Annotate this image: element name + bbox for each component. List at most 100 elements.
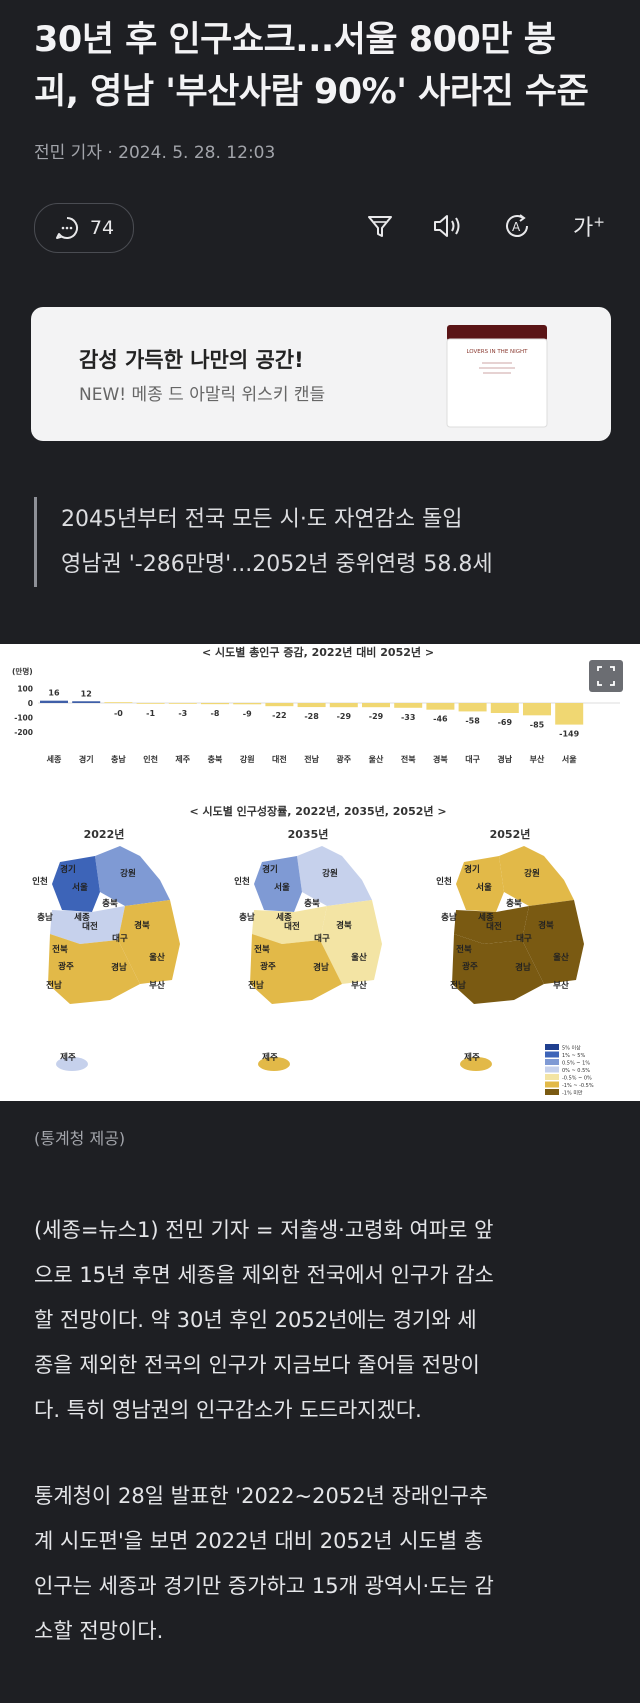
legend-swatch [545, 1074, 559, 1080]
bar-category-label: 제주 [175, 754, 190, 764]
map-region-label: 울산 [351, 952, 367, 963]
body-line: 소할 전망이다. [34, 1619, 164, 1643]
bar-value-label: -58 [465, 716, 480, 725]
map-region-label: 대구 [314, 933, 330, 944]
map-region-label: 경남 [313, 962, 329, 973]
map-region-label: 대구 [112, 933, 128, 944]
translate-button[interactable]: A [497, 206, 537, 246]
bar [523, 703, 551, 716]
font-size-label: 가 [573, 216, 594, 241]
map-region-label: 충남 [441, 912, 457, 923]
filter-icon [368, 216, 392, 237]
bar-category-label: 울산 [369, 754, 384, 764]
legend-label: -1% ~ -0.5% [562, 1083, 594, 1089]
legend-label: 1% ~ 5% [562, 1053, 585, 1059]
map-region-label: 대전 [82, 921, 98, 932]
map-region-label: 전남 [248, 980, 264, 991]
subheadline-line-2: 영남권 '-286만명'...2052년 중위연령 58.8세 [61, 552, 493, 577]
map-region-label: 대전 [486, 921, 502, 932]
region-chungcheong [454, 906, 529, 944]
map-region-label: 광주 [462, 961, 478, 972]
region-capital [254, 856, 302, 912]
region-gyeongsang [320, 900, 382, 984]
y-tick-label: -200 [14, 728, 33, 737]
ad-subtitle: NEW! 메종 드 아말릭 위스키 캔들 [79, 385, 326, 405]
comment-count: 74 [89, 217, 115, 239]
comment-button[interactable]: 74 [34, 203, 134, 253]
map-region-label: 서울 [274, 882, 290, 893]
bar-chart-title: < 시도별 총인구 증감, 2022년 대비 2052년 > [202, 645, 434, 659]
map-region-label: 충북 [304, 898, 320, 909]
bar-category-label: 세종 [47, 754, 62, 764]
bar-category-label: 경기 [79, 754, 94, 764]
bar-value-label: -9 [243, 709, 252, 718]
bar [329, 703, 358, 708]
bar-series: 16 세종 12 경기 -0 충남 -1 인천 -3 제주 -8 충북 -9 강원 -22 대전 -28 전남 -2… [40, 689, 584, 764]
bar-category-label: 부산 [530, 754, 545, 764]
body-paragraph-1: (세종=뉴스1) 전민 기자 = 저출생·고령화 여파로 앞 으로 15년 후면… [34, 1208, 619, 1433]
body-line: 인구는 세종과 경기만 증가하고 15개 광역시·도는 감 [34, 1574, 494, 1598]
body-line: 종을 제외한 전국의 인구가 지금보다 줄어들 전망이 [34, 1353, 480, 1377]
article-figure[interactable]: < 시도별 총인구 증감, 2022년 대비 2052년 > (만명) 100 0… [0, 644, 640, 1101]
body-line: 다. 특히 영남권의 인구감소가 도드라지겠다. [34, 1398, 422, 1422]
translate-icon: A [506, 214, 528, 237]
region-north [95, 846, 170, 906]
map-region-label: 경북 [538, 920, 554, 931]
bar-category-label: 서울 [562, 754, 577, 764]
y-tick-label: 100 [17, 685, 33, 694]
bar [233, 703, 262, 705]
map-region-label: 대구 [516, 933, 532, 944]
map-region-label: 울산 [553, 952, 569, 963]
map-region-label: 전북 [254, 944, 270, 955]
map-region-label: 대전 [284, 921, 300, 932]
map-legend: 5% 이상1% ~ 5% 0.5% ~ 1%0% ~ 0.5% -0.5% ~ 0%… [545, 1044, 594, 1097]
bar-category-label: 인천 [143, 754, 158, 764]
map-region-label: 경기 [262, 864, 278, 875]
legend-label: 5% 이상 [562, 1045, 581, 1052]
legend-label: 0.5% ~ 1% [562, 1061, 590, 1067]
bar-value-label: -69 [498, 718, 513, 727]
font-size-button[interactable]: 가+ [566, 206, 612, 246]
bar-value-label: -29 [369, 712, 384, 721]
map-region-label: 충북 [102, 898, 118, 909]
figure-caption: (통계청 제공) [34, 1129, 126, 1148]
region-north [499, 846, 574, 906]
bar [40, 700, 68, 703]
speaker-icon [434, 215, 460, 237]
article-headline: 30년 후 인구쇼크...서울 800만 붕 괴, 영남 '부산사람 90%' … [34, 14, 624, 118]
bar-category-label: 경북 [433, 754, 448, 764]
map-region-label: 세종 [478, 912, 494, 923]
map-region-label: 강원 [120, 868, 136, 879]
article-subheadline: 2045년부터 전국 모든 시·도 자연감소 돌입 영남권 '-286만명'..… [34, 497, 493, 587]
bar-value-label: -3 [178, 709, 187, 718]
bar-value-label: -0 [114, 709, 123, 718]
map-title: < 시도별 인구성장률, 2022년, 2035년, 2052년 > [189, 804, 446, 818]
listen-button[interactable] [428, 206, 468, 246]
legend-label: 0% ~ 0.5% [562, 1068, 590, 1074]
bar-category-label: 강원 [240, 754, 255, 764]
map-year-2022: 2022년 [84, 827, 125, 841]
ad-banner[interactable]: 감성 가득한 나만의 공간! NEW! 메종 드 아말릭 위스키 캔들 LOVE… [31, 307, 611, 441]
bar-category-label: 충남 [111, 754, 126, 764]
bar-category-label: 대전 [272, 754, 287, 764]
bar [555, 703, 584, 725]
expand-button[interactable] [589, 660, 623, 692]
region-gyeongsang [522, 900, 584, 984]
region-jeju [460, 1057, 492, 1071]
bar [458, 703, 487, 712]
bar-value-label: -33 [401, 713, 415, 722]
candle-product-image: LOVERS IN THE NIGHT [446, 325, 548, 428]
map-region-label: 인천 [436, 876, 452, 887]
bar [362, 703, 390, 708]
bar-value-label: 16 [48, 689, 60, 698]
region-chungcheong [50, 906, 125, 944]
legend-swatch [545, 1089, 559, 1095]
region-jeolla [48, 934, 140, 1004]
map-region-label: 세종 [276, 912, 292, 923]
map-region-label: 울산 [149, 952, 165, 963]
map-region-label: 전남 [46, 980, 62, 991]
filter-button[interactable] [360, 206, 400, 246]
